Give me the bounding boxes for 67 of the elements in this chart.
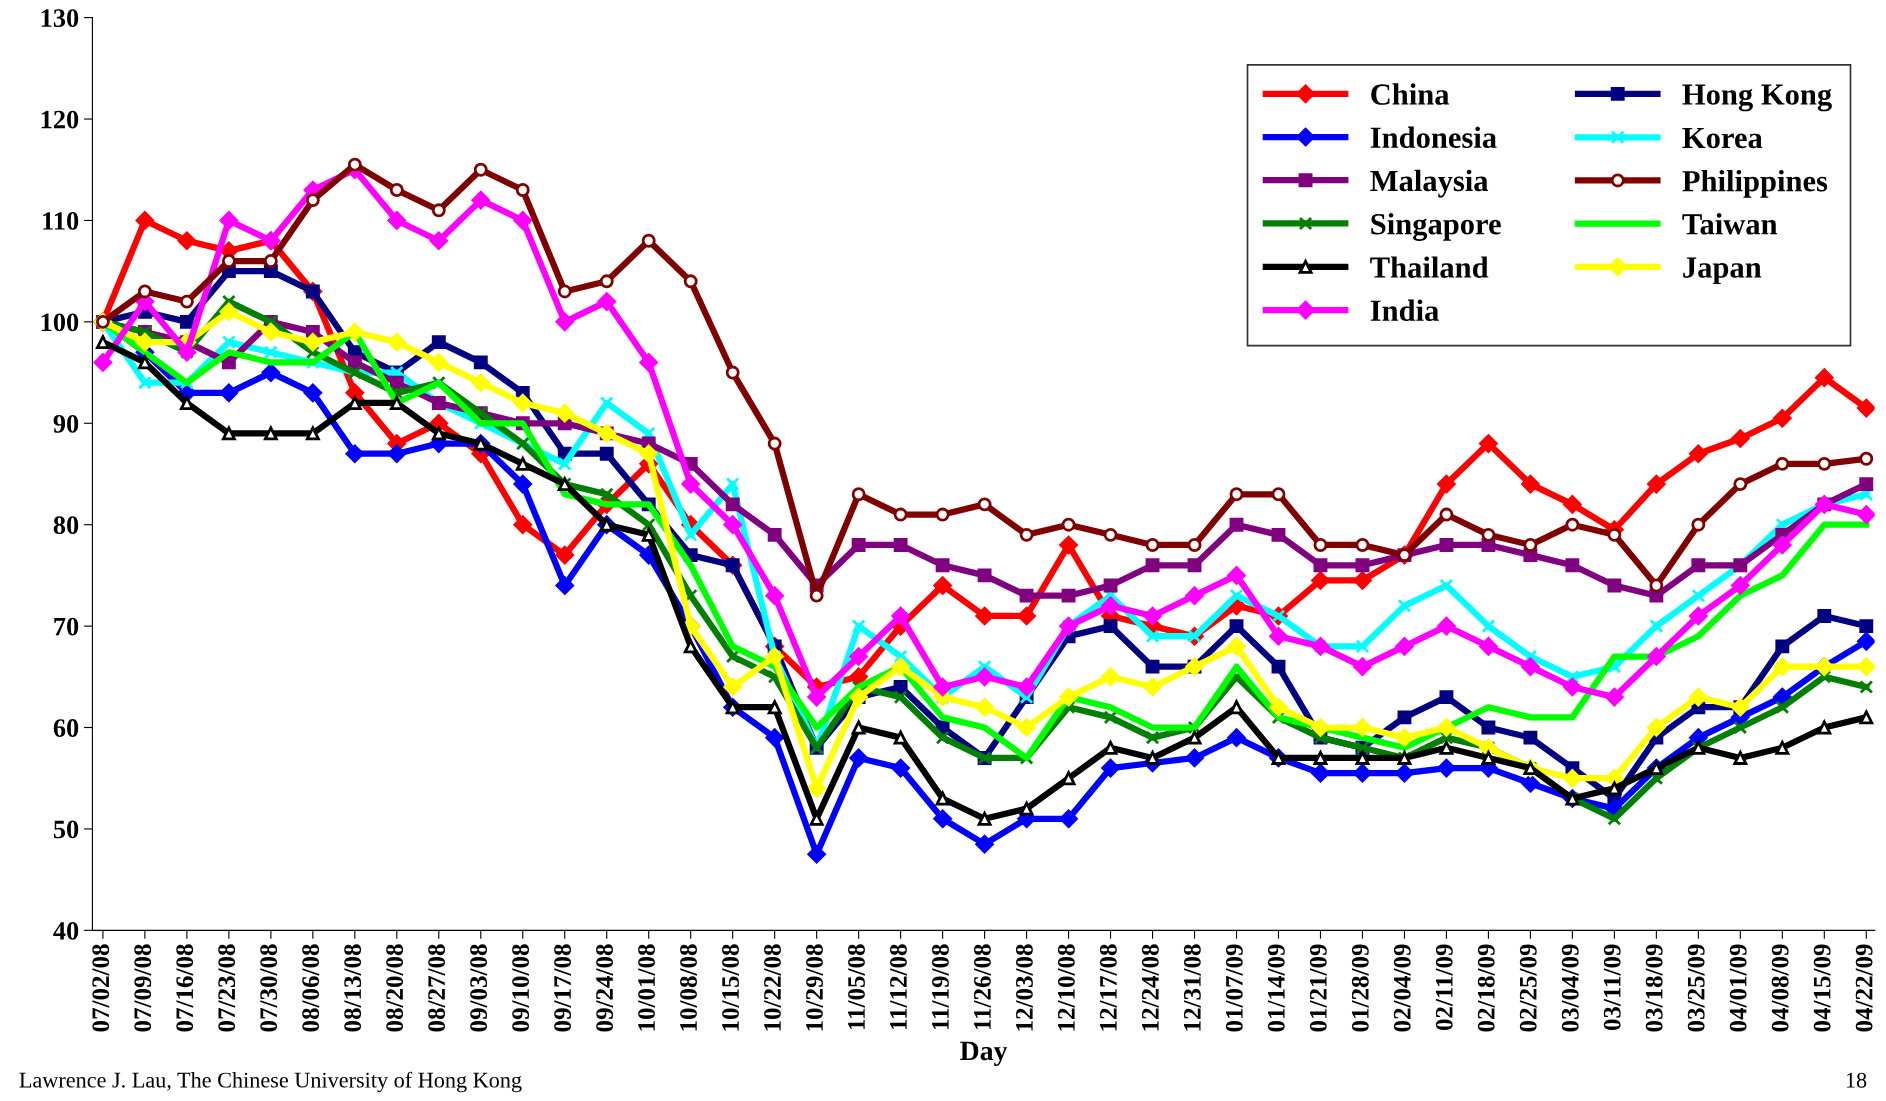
- y-tick-label: 80: [53, 516, 79, 535]
- x-tick-label: 04/01/09: [1729, 944, 1747, 1032]
- x-tick-label: 04/15/09: [1813, 944, 1831, 1032]
- legend-label: Taiwan: [1682, 213, 1778, 235]
- x-tick-label: 08/06/08: [302, 944, 320, 1032]
- x-axis-title: Day: [960, 1041, 1008, 1066]
- x-tick-label: 04/08/09: [1771, 944, 1789, 1032]
- y-tick-label: 130: [41, 9, 79, 28]
- x-tick-label: 01/07/09: [1225, 944, 1243, 1032]
- x-tick-label: 02/25/09: [1519, 944, 1537, 1032]
- x-tick-label: 08/27/08: [428, 944, 446, 1032]
- x-tick-label: 12/17/08: [1099, 944, 1117, 1031]
- legend-label: Korea: [1682, 127, 1763, 149]
- x-tick-label: 03/18/09: [1645, 944, 1663, 1032]
- x-tick-label: 07/23/08: [218, 944, 236, 1032]
- x-tick-label: 11/05/08: [848, 944, 865, 1030]
- x-tick-label: 10/01/08: [638, 944, 655, 1031]
- legend-label: Thailand: [1370, 256, 1489, 278]
- y-tick-label: 70: [54, 617, 79, 636]
- x-tick-label: 09/10/08: [512, 944, 530, 1032]
- x-tick-label: 08/13/08: [344, 944, 362, 1032]
- x-tick-label: 01/28/09: [1351, 944, 1369, 1032]
- x-tick-label: 02/04/09: [1393, 944, 1411, 1032]
- x-tick-label: 09/03/08: [470, 944, 488, 1032]
- x-tick-label: 10/08/08: [680, 944, 697, 1031]
- y-tick-label: 90: [53, 414, 79, 433]
- x-tick-label: 12/31/08: [1183, 944, 1201, 1031]
- x-tick-label: 09/17/08: [554, 944, 571, 1032]
- y-tick-label: 60: [53, 719, 79, 737]
- y-tick-label: 40: [53, 921, 79, 940]
- x-tick-label: 02/18/09: [1477, 944, 1495, 1032]
- y-tick-label: 110: [43, 212, 79, 230]
- x-tick-label: 03/04/09: [1561, 944, 1579, 1032]
- x-tick-label: 11/26/08: [973, 944, 991, 1030]
- x-tick-label: 12/03/08: [1015, 944, 1033, 1031]
- x-tick-label: 02/11/09: [1435, 944, 1453, 1031]
- text: Lawrence J. Lau, The Chinese University of Hong Kong: [19, 1071, 522, 1093]
- x-tick-label: 09/24/08: [596, 944, 613, 1032]
- x-tick-label: 01/21/09: [1309, 944, 1327, 1032]
- x-tick-label: 04/22/09: [1855, 944, 1873, 1032]
- legend-label: Indonesia: [1370, 126, 1497, 149]
- x-tick-label: 03/11/09: [1603, 944, 1621, 1031]
- legend-label: Japan: [1683, 257, 1762, 284]
- x-tick-label: 07/16/08: [176, 944, 194, 1032]
- y-tick-label: 100: [41, 313, 79, 332]
- x-tick-label: 07/02/08: [92, 944, 110, 1032]
- text: 18: [1846, 1072, 1867, 1088]
- x-tick-label: 07/30/08: [260, 944, 278, 1032]
- x-tick-label: 08/20/08: [386, 944, 404, 1032]
- y-tick-label: 50: [53, 820, 79, 839]
- legend-label: India: [1370, 299, 1439, 322]
- x-tick-label: 10/29/08: [806, 944, 823, 1031]
- legend-label: China: [1371, 83, 1450, 105]
- legend-label: Hong Kong: [1682, 84, 1832, 112]
- x-tick-label: 12/24/08: [1141, 944, 1159, 1031]
- x-tick-label: 01/14/09: [1267, 944, 1285, 1032]
- x-tick-label: 12/10/08: [1057, 944, 1075, 1031]
- legend-label: Philippines: [1682, 169, 1828, 198]
- x-tick-label: 03/25/09: [1687, 944, 1705, 1032]
- x-tick-label: 07/09/08: [134, 944, 152, 1032]
- x-tick-label: 11/19/08: [932, 944, 949, 1030]
- y-tick-label: 120: [41, 110, 79, 129]
- legend-label: Singapore: [1371, 212, 1501, 241]
- x-tick-label: 11/12/08: [890, 944, 907, 1030]
- x-tick-label: 10/15/08: [722, 944, 739, 1031]
- x-tick-label: 10/22/08: [764, 944, 781, 1031]
- legend-label: Malaysia: [1370, 169, 1489, 198]
